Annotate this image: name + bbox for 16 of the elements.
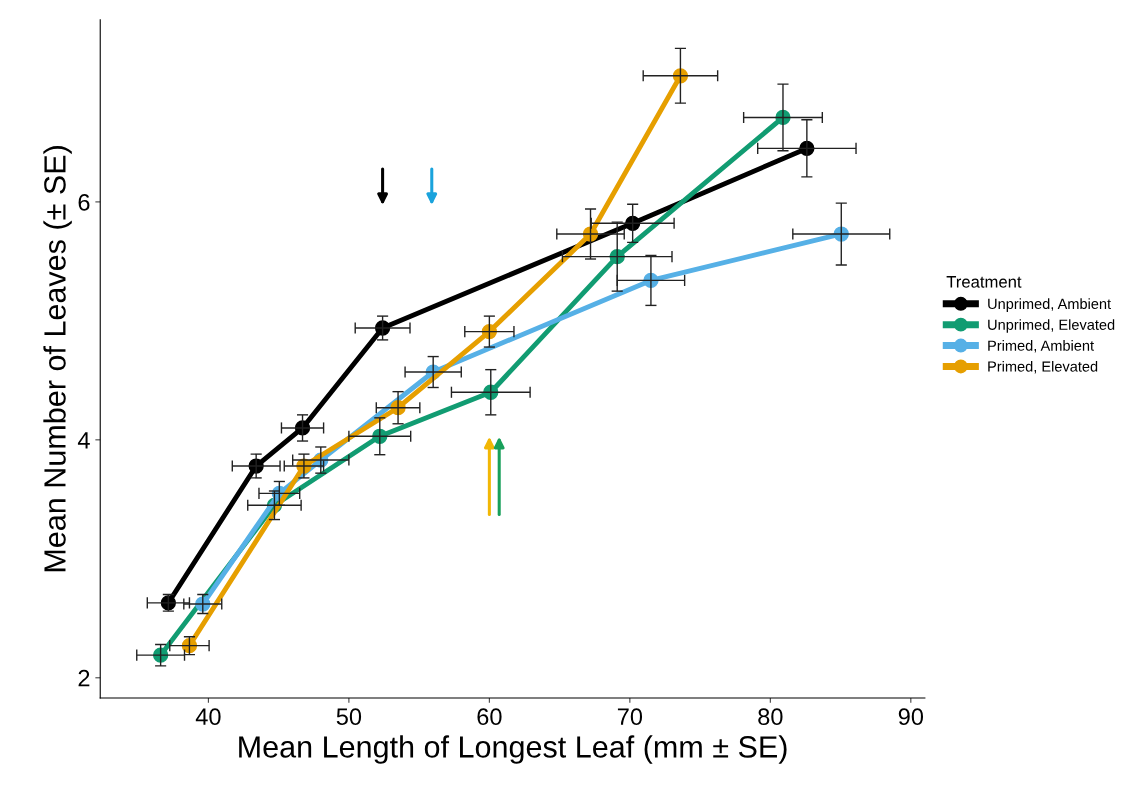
x-tick-label: 70	[617, 708, 643, 726]
y-tick-label: 4	[77, 432, 90, 449]
y-tick-label: 2	[78, 669, 90, 687]
x-tick-label: 50	[336, 708, 362, 726]
y-axis-title: Mean Number of Leaves (± SE)	[43, 146, 72, 572]
x-tick-label: 90	[898, 708, 924, 726]
x-axis-title: Mean Length of Longest Leaf (mm ± SE)	[239, 735, 787, 764]
y-tick-label: 6	[78, 193, 90, 211]
x-tick-label: 60	[477, 708, 502, 726]
legend-label: Unprimed, Ambient	[988, 298, 1111, 312]
legend-label: Unprimed, Elevated	[988, 319, 1115, 333]
legend-label: Primed, Elevated	[988, 360, 1098, 374]
legend-title: Treatment	[946, 276, 1022, 288]
legend-label: Primed, Ambient	[988, 340, 1094, 353]
x-tick-label: 40	[195, 708, 221, 726]
x-tick-label: 80	[758, 708, 783, 726]
